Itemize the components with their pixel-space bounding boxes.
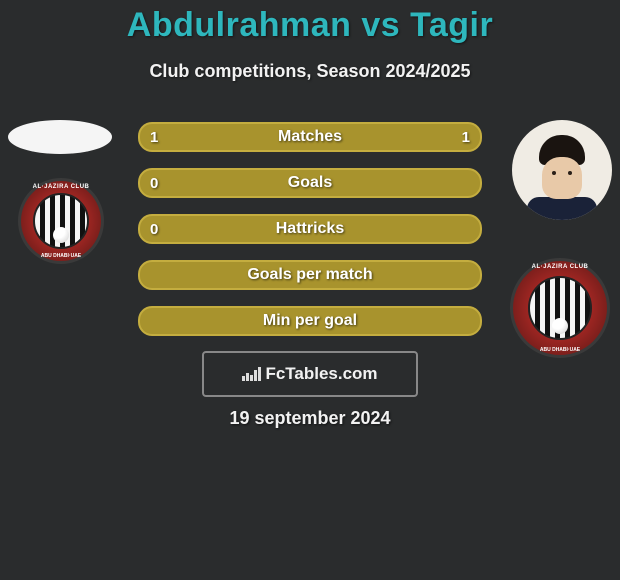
club-badge-left: AL·JAZIRA CLUB ABU DHABI·UAE [18, 178, 104, 264]
stat-right-value: 1 [462, 129, 470, 146]
stat-row-goals-per-match: Goals per match [138, 260, 482, 290]
page-title: Abdulrahman vs Tagir [0, 0, 620, 45]
chart-icon [242, 367, 261, 381]
footer-brand-box: FcTables.com [202, 351, 418, 397]
stat-row-hattricks: 0 Hattricks [138, 214, 482, 244]
stat-row-matches: 1 Matches 1 [138, 122, 482, 152]
stat-label: Goals per match [247, 266, 372, 284]
stat-row-goals: 0 Goals [138, 168, 482, 198]
stat-label: Min per goal [263, 312, 357, 330]
page-subtitle: Club competitions, Season 2024/2025 [0, 61, 620, 82]
player-right-avatar [512, 120, 612, 220]
club-badge-right: AL·JAZIRA CLUB ABU DHABI·UAE [510, 258, 610, 358]
stat-label: Goals [288, 174, 332, 192]
stat-row-min-per-goal: Min per goal [138, 306, 482, 336]
stat-label: Hattricks [276, 220, 344, 238]
club-badge-top-text: AL·JAZIRA CLUB [513, 264, 607, 270]
stats-container: 1 Matches 1 0 Goals 0 Hattricks Goals pe… [138, 122, 482, 352]
club-badge-bottom-text: ABU DHABI·UAE [513, 347, 607, 353]
stat-label: Matches [278, 128, 342, 146]
stat-left-value: 0 [150, 175, 158, 192]
stat-left-value: 0 [150, 221, 158, 238]
club-badge-top-text: AL·JAZIRA CLUB [21, 184, 101, 190]
club-badge-bottom-text: ABU DHABI·UAE [21, 253, 101, 259]
player-left-avatar [8, 120, 112, 154]
footer-brand-text: FcTables.com [265, 364, 377, 384]
stat-left-value: 1 [150, 129, 158, 146]
footer-date: 19 september 2024 [0, 408, 620, 429]
